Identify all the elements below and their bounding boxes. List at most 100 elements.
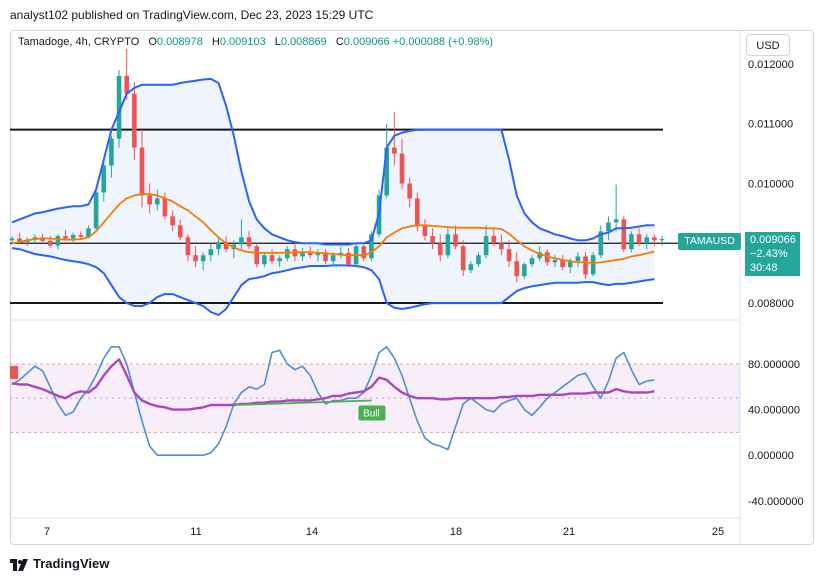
candle-body <box>330 255 336 262</box>
bar-countdown: 30:48 <box>750 262 778 274</box>
candle-body <box>476 255 481 265</box>
candle-body <box>193 255 198 262</box>
rsi-tick-label: -40.000000 <box>748 496 804 508</box>
candle-body <box>109 138 114 166</box>
candle-body <box>147 195 152 205</box>
candle-body <box>300 251 305 257</box>
candle-body <box>269 255 275 262</box>
price-tick-label: 0.008000 <box>748 298 794 310</box>
candle-body <box>414 198 420 226</box>
upper-band-line <box>11 77 655 246</box>
time-tick-label: 7 <box>44 526 50 538</box>
candle-body <box>63 236 68 239</box>
candles-group <box>9 48 665 283</box>
low-value: 0.008869 <box>280 36 327 48</box>
time-tick-label: 25 <box>712 526 724 538</box>
candle-body <box>101 165 107 193</box>
candle-body <box>430 236 435 244</box>
open-label: O <box>148 36 157 48</box>
brand-name: TradingView <box>33 556 110 571</box>
candle-body <box>116 75 122 139</box>
lower-band-line <box>11 247 655 316</box>
candle-body <box>70 234 76 239</box>
rsi-scale-marker <box>10 365 18 379</box>
symbol-label[interactable]: Tamadoge, 4h, CRYPTO <box>18 36 140 48</box>
candle-body <box>154 198 160 205</box>
candle-body <box>78 234 84 237</box>
candle-body <box>652 237 657 241</box>
candle-body <box>407 183 412 199</box>
publisher-line: analyst102 published on TradingView.com,… <box>10 8 374 22</box>
candle-body <box>55 236 61 246</box>
candle-body <box>216 242 221 250</box>
price-tick-label: 0.011000 <box>748 119 793 131</box>
candle-body <box>177 225 183 238</box>
candle-body <box>636 234 642 244</box>
chart-frame <box>10 30 814 545</box>
tradingview-logo-icon <box>10 558 28 571</box>
tradingview-logo[interactable]: TradingView <box>10 556 109 571</box>
low-label: L <box>274 36 281 48</box>
price-change-pct: −2.43% <box>750 248 788 260</box>
candle-body <box>277 258 282 262</box>
candle-body <box>499 243 504 250</box>
candle-body <box>254 246 260 265</box>
last-price: 0.009066 <box>750 234 796 246</box>
currency-button[interactable]: USD <box>746 34 790 56</box>
time-tick-label: 14 <box>306 526 318 538</box>
bull-label: Bull <box>363 408 380 419</box>
basis-line <box>11 193 655 264</box>
price-tick-label: 0.012000 <box>748 59 794 71</box>
rsi-fast-line <box>11 345 655 457</box>
candle-body <box>86 228 91 237</box>
candle-body <box>239 237 244 245</box>
candle-body <box>208 249 214 256</box>
ticker-badge: TAMAUSD <box>678 233 741 250</box>
candle-body <box>323 252 328 262</box>
candle-body <box>613 219 619 223</box>
high-value: 0.009103 <box>219 36 266 48</box>
close-value: 0.009066 <box>343 36 390 48</box>
candle-body <box>47 240 53 246</box>
open-value: 0.008978 <box>156 36 203 48</box>
candle-body <box>284 249 290 259</box>
candle-body <box>132 93 137 148</box>
candle-body <box>598 231 604 256</box>
candle-body <box>384 147 390 196</box>
candle-body <box>369 234 374 259</box>
rsi-tick-label: 40.000000 <box>748 405 800 417</box>
candle-body <box>392 147 397 154</box>
high-label: H <box>211 36 220 48</box>
candle-body <box>246 237 252 247</box>
rsi-tick-label: 80.000000 <box>748 359 800 371</box>
rsi-line <box>11 358 655 411</box>
candle-body <box>483 236 489 256</box>
candle-body <box>629 234 634 250</box>
bull-divergence-line <box>233 399 372 406</box>
change-value: +0.000088 (+0.98%) <box>392 36 494 48</box>
candle-body <box>361 246 367 259</box>
candle-body <box>606 222 611 232</box>
rsi-tick-label: 0.000000 <box>748 450 794 462</box>
candle-body <box>437 243 443 256</box>
candle-body <box>9 238 15 241</box>
candle-body <box>93 192 99 229</box>
candle-body <box>560 260 565 268</box>
candle-body <box>522 264 527 277</box>
candle-body <box>185 237 191 256</box>
candle-body <box>162 198 168 217</box>
candle-body <box>529 258 535 265</box>
candle-body <box>315 252 321 256</box>
close-label: C <box>335 36 344 48</box>
candle-body <box>422 225 428 237</box>
candle-body <box>124 75 130 94</box>
candle-body <box>170 216 175 226</box>
candle-body <box>17 238 22 243</box>
candle-body <box>552 260 558 263</box>
time-tick-label: 18 <box>450 526 462 538</box>
candle-body <box>514 261 520 277</box>
time-tick-label: 21 <box>563 526 575 538</box>
candle-body <box>506 249 512 262</box>
price-tick-label: 0.010000 <box>748 178 794 190</box>
